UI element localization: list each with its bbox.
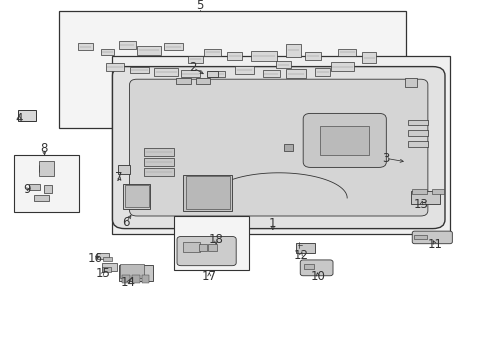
Bar (102, 267, 111, 272)
Bar (176, 78, 190, 84)
FancyBboxPatch shape (300, 260, 332, 276)
Bar (43, 185, 52, 193)
Bar (188, 56, 203, 63)
Bar (39, 161, 54, 176)
Bar (123, 184, 150, 209)
Bar (251, 51, 276, 61)
Bar (183, 175, 232, 211)
Bar (144, 158, 173, 166)
Bar (204, 49, 221, 56)
Bar (132, 275, 140, 283)
Bar (285, 69, 305, 78)
Text: 10: 10 (310, 270, 325, 283)
Bar (18, 110, 36, 121)
Bar (407, 130, 427, 136)
Bar (330, 62, 353, 71)
Bar (185, 176, 229, 209)
Bar (122, 275, 130, 283)
Bar (101, 49, 114, 55)
Bar (144, 168, 173, 176)
Text: 6: 6 (122, 216, 130, 229)
Text: 17: 17 (202, 270, 216, 283)
FancyBboxPatch shape (177, 237, 236, 266)
Text: 5: 5 (195, 0, 203, 12)
Bar (304, 264, 313, 269)
Bar (34, 195, 49, 201)
Bar (285, 44, 300, 57)
Text: 11: 11 (427, 238, 442, 251)
Bar (119, 265, 152, 281)
Bar (112, 56, 449, 234)
Bar (404, 78, 416, 87)
Bar (198, 244, 207, 251)
Text: 15: 15 (95, 267, 110, 280)
Bar (235, 66, 253, 74)
Bar (407, 120, 427, 125)
Text: 18: 18 (208, 233, 223, 246)
Bar (195, 78, 210, 84)
Bar (410, 191, 439, 204)
Bar (295, 243, 315, 253)
Text: 1: 1 (268, 217, 276, 230)
Text: 13: 13 (413, 198, 428, 211)
Bar (183, 242, 200, 252)
Text: 4: 4 (16, 112, 23, 125)
Bar (144, 148, 173, 156)
Bar (227, 52, 242, 60)
Text: 12: 12 (293, 249, 307, 262)
Bar (103, 257, 112, 261)
Bar (209, 71, 225, 77)
Text: 3: 3 (382, 152, 389, 165)
Bar (154, 68, 178, 76)
Bar (413, 235, 427, 239)
Bar (173, 216, 249, 270)
Bar (142, 275, 149, 283)
Text: 7: 7 (114, 171, 122, 184)
Bar (284, 144, 292, 151)
Bar (164, 43, 183, 50)
Bar (181, 70, 200, 77)
Bar (263, 70, 280, 77)
Text: 9: 9 (23, 183, 31, 196)
Bar (276, 61, 290, 68)
Bar (338, 49, 355, 56)
Bar (97, 253, 108, 259)
FancyBboxPatch shape (129, 79, 427, 216)
Bar (430, 189, 443, 194)
Bar (120, 264, 144, 278)
Bar (207, 71, 218, 77)
Bar (137, 46, 161, 55)
Bar (208, 244, 217, 251)
Bar (320, 126, 368, 155)
Bar (105, 63, 124, 71)
Text: 8: 8 (40, 142, 48, 155)
Bar (407, 141, 427, 147)
FancyBboxPatch shape (411, 231, 451, 244)
Bar (125, 185, 148, 207)
Bar (315, 68, 329, 76)
Text: 14: 14 (121, 276, 135, 289)
Bar (102, 263, 117, 271)
Bar (118, 165, 130, 174)
FancyBboxPatch shape (112, 67, 444, 229)
Bar (14, 155, 79, 212)
Bar (362, 52, 375, 63)
FancyBboxPatch shape (303, 113, 386, 167)
Bar (29, 184, 40, 190)
Bar (129, 67, 149, 73)
Bar (118, 41, 135, 49)
Bar (78, 43, 93, 50)
Bar (411, 189, 426, 194)
Bar (305, 52, 320, 60)
Text: 16: 16 (87, 252, 102, 265)
Bar (59, 11, 405, 128)
Text: 2: 2 (189, 61, 197, 74)
